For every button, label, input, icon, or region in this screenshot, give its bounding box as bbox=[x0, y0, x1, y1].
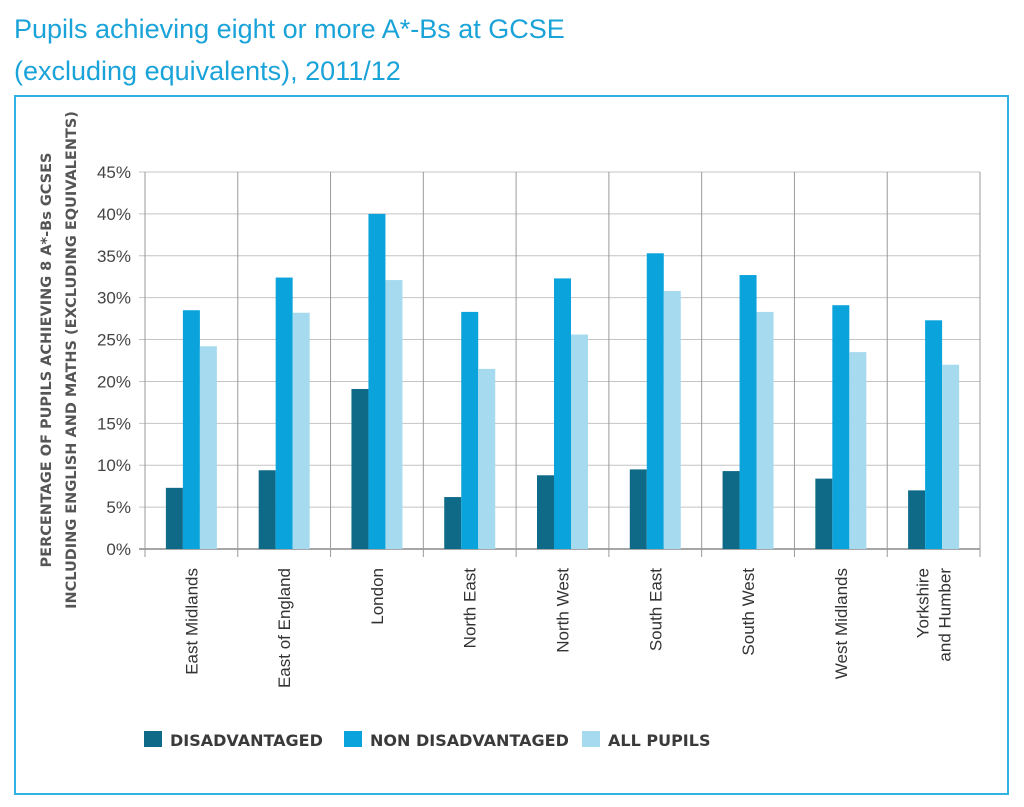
y-axis-label-line-1: PERCENTAGE OF PUPILS ACHIEVING 8 A*-Bs G… bbox=[39, 153, 55, 568]
y-tick-label: 30% bbox=[97, 289, 131, 308]
y-tick-label: 5% bbox=[106, 498, 131, 517]
legend-label: NON DISADVANTAGED bbox=[370, 731, 569, 750]
bar-disadvantaged bbox=[722, 471, 740, 549]
legend-swatch bbox=[144, 731, 162, 747]
x-tick-label: East of England bbox=[275, 568, 294, 688]
bar-non-disadvantaged bbox=[182, 310, 200, 549]
bar-all-pupils bbox=[385, 280, 403, 549]
x-tick-label: West Midlands bbox=[832, 568, 851, 679]
bar-disadvantaged bbox=[258, 470, 276, 549]
y-axis-label-line-2: INCLUDING ENGLISH AND MATHS (EXCLUDING E… bbox=[64, 111, 80, 609]
y-tick-label: 40% bbox=[97, 205, 131, 224]
x-tick-label: North West bbox=[554, 568, 573, 653]
bar-disadvantaged bbox=[815, 478, 833, 549]
y-tick-label: 15% bbox=[97, 414, 131, 433]
x-tick-label: South East bbox=[646, 568, 665, 651]
bar-disadvantaged bbox=[537, 475, 554, 549]
bar-disadvantaged bbox=[629, 469, 647, 549]
y-axis-ticks: 0% 5% 10% 15% 20% 25% 30% 35% 40% 45% bbox=[97, 163, 131, 559]
bar-non-disadvantaged bbox=[554, 278, 571, 549]
legend-swatch bbox=[344, 731, 362, 747]
bar-disadvantaged bbox=[908, 490, 926, 549]
y-tick-label: 0% bbox=[106, 540, 131, 559]
x-tick-label: South West bbox=[739, 568, 758, 656]
x-axis-labels: East Midlands East of England London North … bbox=[182, 568, 954, 688]
bar-all-pupils bbox=[756, 311, 774, 549]
bar-disadvantaged bbox=[351, 388, 369, 549]
bar-all-pupils bbox=[571, 334, 588, 549]
x-tick-label: London bbox=[368, 568, 387, 625]
bar-non-disadvantaged bbox=[646, 253, 664, 549]
bar-all-pupils bbox=[199, 346, 217, 549]
chart-title-line-2: (excluding equivalents), 2011/12 bbox=[14, 56, 401, 86]
bar-non-disadvantaged bbox=[368, 213, 386, 549]
y-tick-label: 10% bbox=[97, 456, 131, 475]
x-tick-label: North East bbox=[461, 568, 480, 649]
chart-frame bbox=[14, 95, 1009, 795]
bar-non-disadvantaged bbox=[461, 311, 479, 549]
x-tick-label: East Midlands bbox=[182, 568, 201, 675]
bar-non-disadvantaged bbox=[832, 305, 850, 549]
y-axis-label: PERCENTAGE OF PUPILS ACHIEVING 8 A*-Bs G… bbox=[39, 111, 80, 609]
bar-all-pupils bbox=[849, 352, 867, 549]
legend-label: DISADVANTAGED bbox=[170, 731, 323, 750]
x-tick-label: and Humber bbox=[936, 568, 955, 662]
legend-label: ALL PUPILS bbox=[608, 731, 710, 750]
bar-all-pupils bbox=[942, 364, 960, 549]
legend: DISADVANTAGED NON DISADVANTAGED ALL PUPILS bbox=[144, 731, 710, 750]
bar-all-pupils bbox=[292, 312, 310, 549]
y-tick-label: 25% bbox=[97, 331, 131, 350]
bar-non-disadvantaged bbox=[275, 277, 293, 549]
bar-non-disadvantaged bbox=[925, 320, 943, 549]
y-tick-label: 45% bbox=[97, 163, 131, 182]
y-tick-label: 20% bbox=[97, 372, 131, 391]
chart-title-line-1: Pupils achieving eight or more A*-Bs at … bbox=[14, 14, 565, 44]
chart-title: Pupils achieving eight or more A*-Bs at … bbox=[14, 8, 565, 92]
bars bbox=[165, 213, 960, 549]
y-tick-label: 35% bbox=[97, 247, 131, 266]
bar-disadvantaged bbox=[165, 487, 183, 549]
bar-all-pupils bbox=[478, 368, 496, 549]
bar-all-pupils bbox=[663, 290, 681, 549]
bar-disadvantaged bbox=[444, 497, 462, 549]
legend-swatch bbox=[582, 731, 600, 747]
bar-non-disadvantaged bbox=[739, 275, 757, 549]
x-tick-label: Yorkshire bbox=[914, 568, 933, 638]
